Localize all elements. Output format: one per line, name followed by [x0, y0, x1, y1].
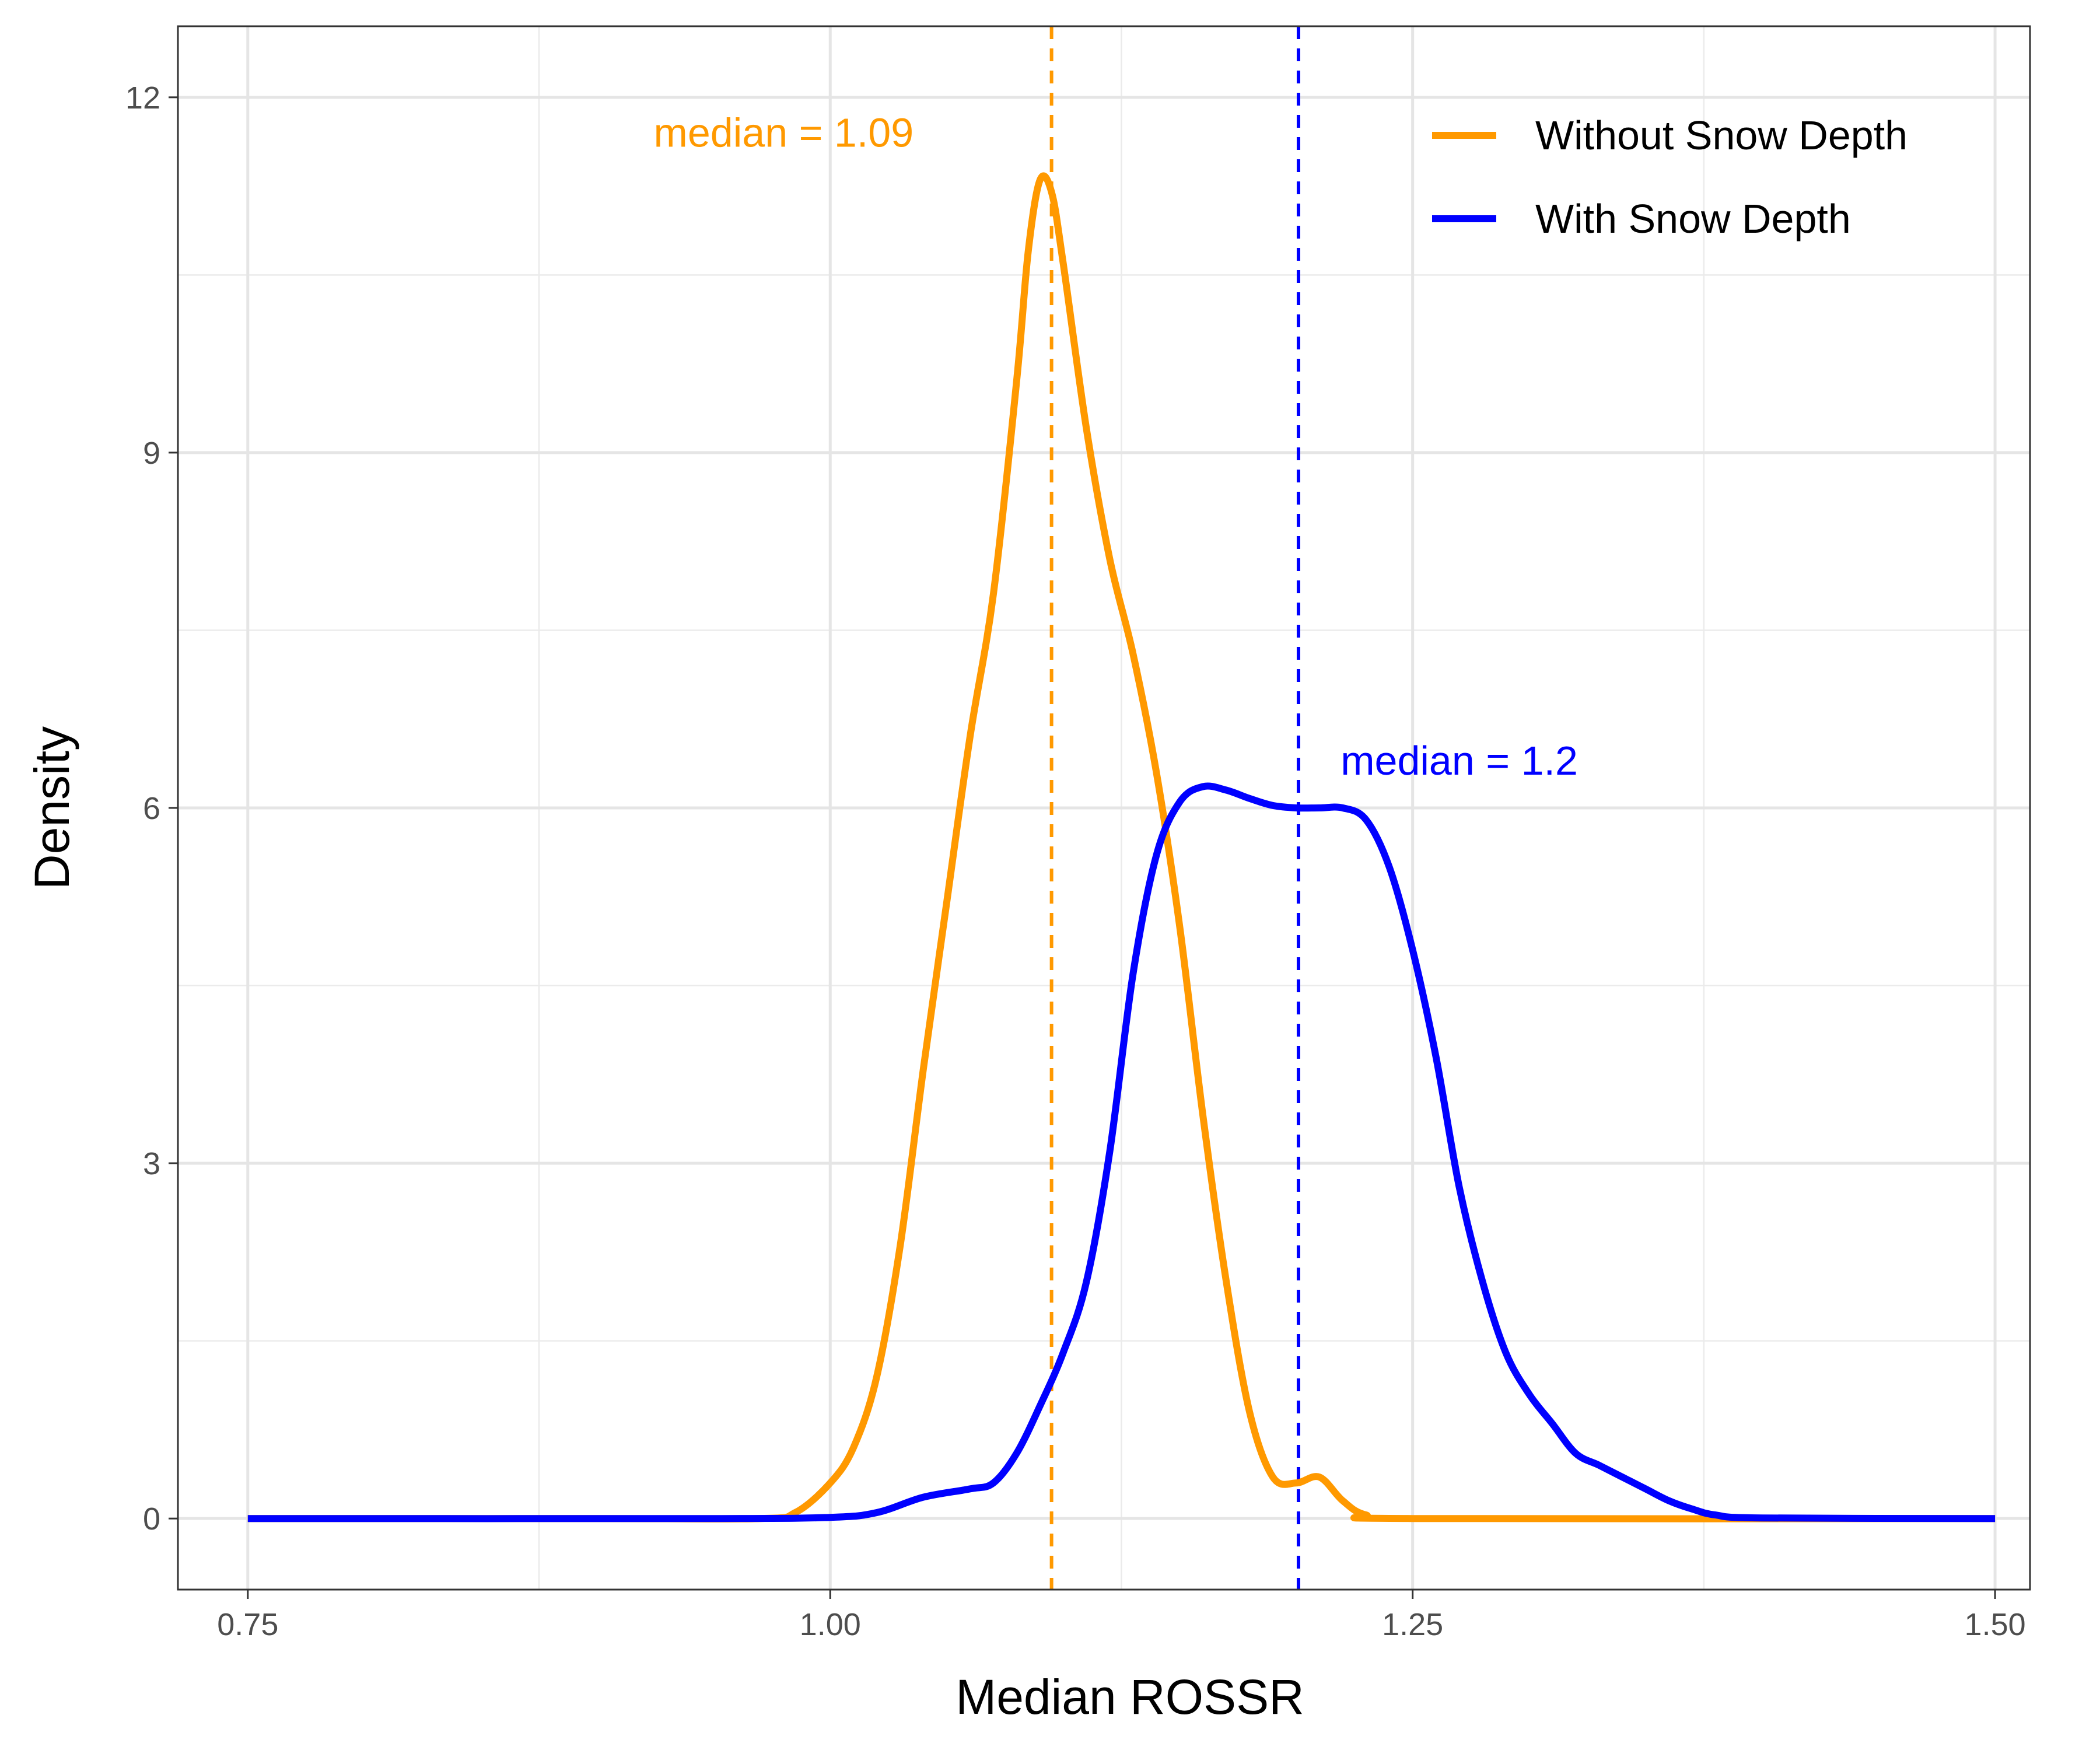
major-gridlines — [178, 26, 2030, 1590]
x-tick-label: 0.75 — [217, 1607, 278, 1642]
x-axis-title: Median ROSSR — [956, 1670, 1304, 1724]
y-tick-label: 0 — [143, 1502, 160, 1536]
legend-label-without-snow-depth: Without Snow Depth — [1535, 113, 1908, 158]
y-tick-label: 9 — [143, 436, 160, 471]
y-tick-label: 3 — [143, 1146, 160, 1181]
y-tick-label: 12 — [125, 80, 160, 116]
legend-label-with-snow-depth: With Snow Depth — [1535, 196, 1851, 242]
density-curves — [247, 172, 1996, 1522]
x-tick-label: 1.25 — [1382, 1607, 1443, 1642]
median-annotations: median = 1.09 median = 1.2 — [654, 110, 1578, 783]
median-label-without-snow-depth: median = 1.09 — [654, 110, 914, 156]
x-tick-label: 1.00 — [800, 1607, 861, 1642]
x-axis: 0.75 1.00 1.25 1.50 — [217, 1590, 2026, 1642]
legend: Without Snow Depth With Snow Depth — [1432, 113, 1908, 242]
density-line-with-snow-depth — [247, 782, 1996, 1522]
y-axis: 0 3 6 9 12 — [125, 80, 178, 1536]
x-tick-label: 1.50 — [1965, 1607, 2026, 1642]
median-label-with-snow-depth: median = 1.2 — [1340, 738, 1578, 783]
y-tick-label: 6 — [143, 791, 160, 826]
density-line-without-snow-depth — [247, 172, 1996, 1522]
y-axis-title: Density — [24, 726, 79, 890]
